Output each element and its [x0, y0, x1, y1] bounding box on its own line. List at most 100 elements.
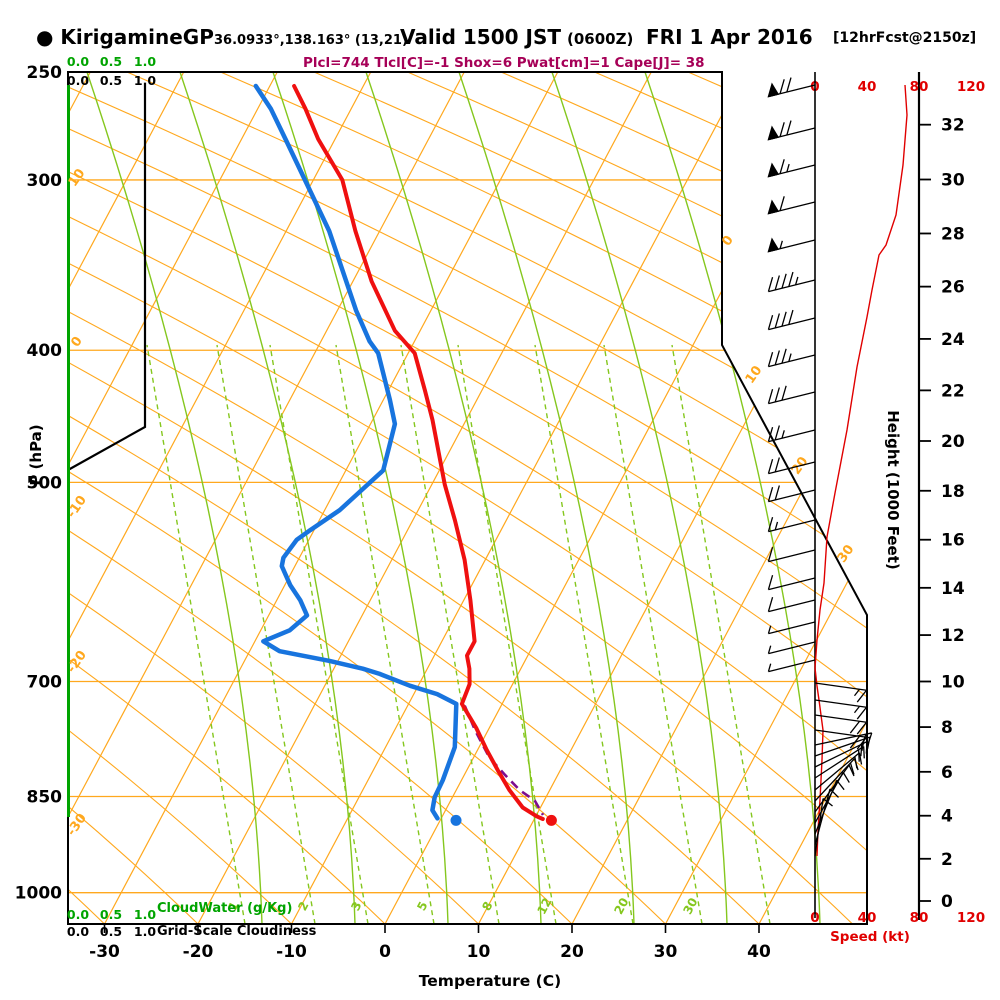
cloudwater-scale-tick-bottom: 1.0: [134, 907, 156, 922]
moist-adiabat-line: [458, 72, 635, 924]
temperature-curve: [292, 84, 545, 821]
wind-barb: [814, 699, 868, 720]
pressure-tick-label: 1000: [15, 884, 62, 904]
isotherm-line: [68, 72, 185, 924]
dry-adiabat-line: [68, 72, 867, 924]
height-tick-label: 26: [941, 278, 965, 298]
wind-barb: [814, 736, 871, 757]
pressure-tick-label: 300: [27, 171, 63, 191]
temperature-tick-label: 30: [654, 942, 678, 962]
speed-tick-label-bottom: 80: [910, 910, 929, 926]
stability-indices-line: Plcl=744 Tlcl[C]=-1 Shox=6 Pwat[cm]=1 Ca…: [303, 55, 705, 71]
isotherm-line: [197, 72, 652, 924]
mixing-ratio-line: [269, 344, 369, 924]
moist-adiabat-line: [551, 72, 728, 924]
dry-adiabat-line: [68, 72, 292, 924]
dry-adiabat-line: [68, 72, 760, 924]
dry-adiabat-line: [126, 72, 867, 924]
wind-barb: [767, 159, 816, 178]
wind-barb: [767, 237, 816, 253]
parcel-path-curve: [463, 705, 545, 816]
wind-barb: [767, 517, 816, 533]
mixing-ratio-label: 12: [534, 895, 554, 916]
temperature-axis-title: Temperature (C): [418, 972, 562, 990]
cloudiness-legend: Grid-Scale Cloudiness: [157, 924, 317, 939]
wind-barb: [814, 798, 833, 857]
wind-barb: [767, 348, 816, 368]
wind-barb: [767, 309, 816, 331]
height-axis-title: Height (1000 Feet): [884, 410, 902, 570]
isotherm-line: [571, 72, 867, 924]
mixing-ratio-line: [457, 344, 557, 924]
wind-barb: [767, 597, 816, 613]
forecast-lead-tag: [12hrFcst@2150z]: [833, 30, 977, 46]
height-tick-label: 6: [941, 763, 953, 783]
height-tick-label: 24: [941, 330, 965, 350]
height-tick-label: 22: [941, 381, 965, 401]
mixing-ratio-line: [216, 344, 316, 924]
cloudwater-scale-tick-top: 0.5: [100, 54, 122, 69]
isotherm-line: [68, 72, 278, 924]
mixing-ratio-line: [335, 344, 435, 924]
wind-barb: [767, 457, 816, 475]
speed-tick-label-bottom: 40: [858, 910, 877, 926]
mixing-ratio-line: [603, 344, 703, 924]
cloudwater-scale-tick-bottom: 0.5: [100, 907, 122, 922]
grid-lines: [68, 72, 867, 924]
pressure-tick-label: 250: [27, 63, 63, 83]
height-tick-label: 30: [941, 171, 965, 191]
mixing-ratio-label: 8: [479, 899, 495, 913]
wind-barb: [767, 575, 816, 591]
mixing-ratio-line: [671, 344, 771, 924]
station-marker-icon: ●: [36, 25, 54, 49]
isotherm-line: [103, 72, 559, 924]
mixing-ratio-line: [534, 344, 634, 924]
temperature-tick-label: 40: [747, 942, 771, 962]
dry-adiabat-line: [68, 72, 573, 924]
cloudiness-scale-tick-bottom: 0.0: [67, 924, 89, 939]
wind-barb: [814, 745, 865, 779]
moist-adiabat-line: [179, 72, 356, 924]
dry-adiabat-line: [68, 72, 666, 924]
wind-barb: [767, 425, 816, 443]
height-tick-label: 18: [941, 482, 965, 502]
cloudiness-scale-tick-bottom: 0.5: [100, 924, 122, 939]
height-tick-label: 32: [941, 116, 965, 136]
mixing-ratio-line: [400, 344, 500, 924]
height-tick-label: 4: [941, 807, 953, 827]
dry-adiabat-line: [407, 72, 867, 924]
dry-adiabat-line: [313, 72, 867, 924]
isotherm-line: [290, 72, 746, 924]
dry-adiabat-line: [68, 72, 853, 924]
isotherm-line: [758, 72, 867, 924]
wind-barb: [814, 714, 868, 735]
dry-adiabat-line: [68, 72, 867, 924]
wind-speed-curve: [814, 84, 908, 857]
moist-adiabat-line: [644, 72, 821, 924]
mixing-ratio-label: 20: [611, 895, 631, 916]
dry-adiabat-line: [68, 72, 386, 924]
mixing-ratio-label: 5: [414, 899, 430, 913]
speed-tick-label-top: 80: [910, 79, 929, 95]
cloudiness-scale-tick-top: 0.5: [100, 73, 122, 88]
valid-utc-label: (0600Z): [567, 30, 634, 48]
adiabat-label-left: 0: [68, 334, 85, 350]
surface-temperature-dot: [545, 814, 557, 826]
pressure-tick-label: 850: [27, 787, 63, 807]
moist-adiabat-line: [86, 72, 263, 924]
temperature-tick-label: 10: [467, 942, 491, 962]
dry-adiabat-line: [68, 72, 867, 924]
station-title: ● KirigamineGP: [36, 25, 214, 49]
cloudwater-legend: CloudWater (g/Kg): [157, 901, 293, 916]
wind-barb: [767, 547, 816, 563]
temperature-tick-label: 0: [379, 942, 391, 962]
dry-adiabat-line: [220, 72, 867, 924]
dry-adiabat-line: [68, 72, 867, 924]
height-tick-label: 12: [941, 626, 965, 646]
station-name: KirigamineGP: [60, 25, 214, 49]
isotherm-line: [664, 72, 867, 924]
mixing-ratio-line: [146, 344, 246, 924]
pressure-tick-label: 400: [27, 341, 63, 361]
cloudwater-scale-tick-top: 1.0: [134, 54, 156, 69]
